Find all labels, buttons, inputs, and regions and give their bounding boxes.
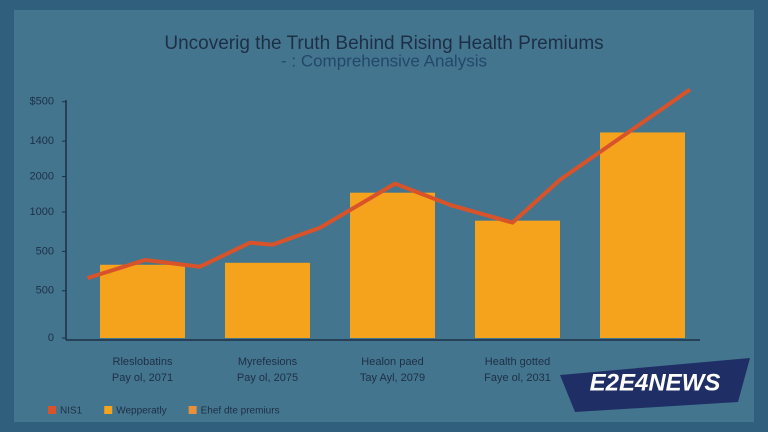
logo-badge: [560, 358, 750, 412]
x-tick-label: Pay ol, 2071: [112, 372, 173, 384]
bar: [225, 262, 310, 338]
x-tick-label: Tay Ayl, 2079: [360, 372, 425, 384]
y-tick-label: $500: [30, 96, 54, 108]
y-tick-label: 0: [48, 332, 54, 344]
legend-label: Wepperatly: [116, 406, 166, 417]
y-tick-label: 500: [36, 245, 54, 257]
legend-swatch: [104, 406, 113, 414]
y-tick-label: 500: [36, 285, 54, 297]
x-tick-label: Rleslobatins: [113, 356, 173, 368]
x-tick-label: Faye ol, 2031: [484, 372, 551, 384]
y-tick-label: 2000: [30, 170, 54, 182]
legend-label: Ehef dte premiurs: [201, 406, 280, 417]
x-tick-label: Healon paed: [361, 356, 423, 368]
x-tick-label: Pay ol, 2075: [237, 372, 298, 384]
line: [86, 87, 692, 281]
bar: [475, 220, 560, 338]
legend-swatch: [48, 406, 56, 414]
chart-title: Uncoverig the Truth Behind Rising Health…: [164, 33, 603, 54]
chart-subtitle: - : Comprehensive Analysis: [281, 51, 487, 70]
bar: [350, 192, 435, 338]
legend-swatch: [188, 406, 197, 414]
y-tick-label: 1000: [30, 206, 54, 218]
x-tick-label: Myrefesions: [238, 356, 298, 368]
bar: [600, 132, 685, 338]
legend-label: NIS1: [60, 406, 83, 417]
bar: [100, 264, 185, 338]
x-tick-label: Health gotted: [485, 356, 550, 368]
logo: E2E4NEWS: [590, 369, 721, 396]
y-tick-label: 1400: [30, 135, 54, 147]
